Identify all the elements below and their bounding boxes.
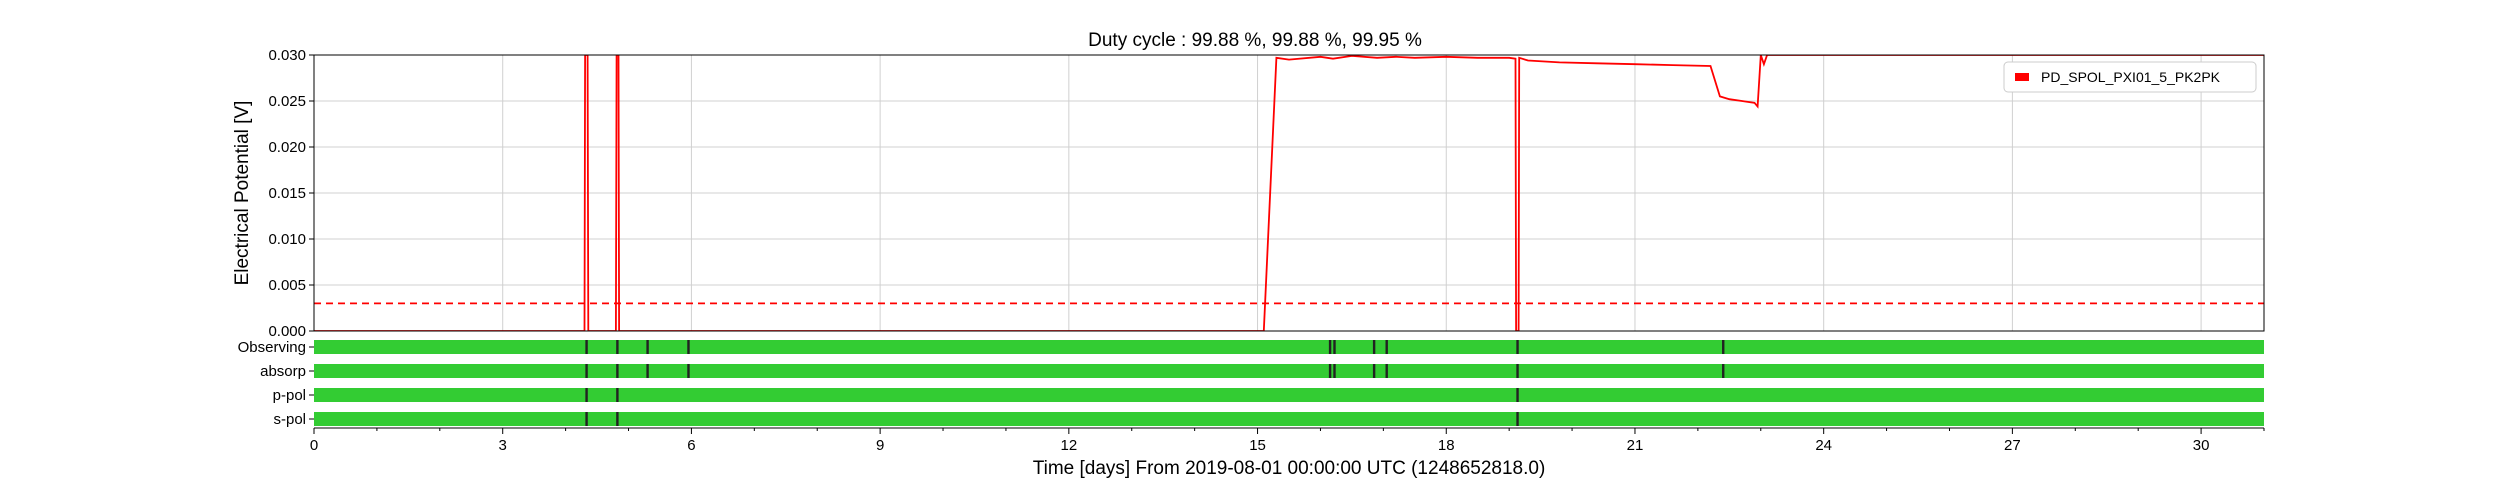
segment-gap bbox=[616, 388, 618, 402]
y-tick-label: 0.000 bbox=[268, 323, 306, 340]
segment-gap bbox=[1386, 364, 1388, 378]
segment-bar bbox=[314, 388, 2264, 402]
x-tick-label: 6 bbox=[687, 437, 695, 454]
y-axis-label: Electrical Potential [V] bbox=[232, 101, 253, 286]
segment-bar bbox=[314, 340, 2264, 354]
segment-gap bbox=[646, 340, 648, 354]
x-tick-label: 30 bbox=[2193, 437, 2210, 454]
segment-label: absorp bbox=[260, 363, 306, 380]
y-tick-label: 0.010 bbox=[268, 231, 306, 248]
segment-gap bbox=[616, 340, 618, 354]
segment-gap bbox=[1373, 340, 1375, 354]
segment-gap bbox=[616, 364, 618, 378]
segment-label: p-pol bbox=[273, 387, 306, 404]
segment-gap bbox=[585, 412, 587, 426]
grid bbox=[314, 55, 2264, 331]
segment-gap bbox=[1516, 364, 1518, 378]
legend: PD_SPOL_PXI01_5_PK2PK bbox=[2004, 62, 2256, 92]
x-tick-label: 9 bbox=[876, 437, 884, 454]
x-tick-label: 12 bbox=[1060, 437, 1077, 454]
y-axis-ticks: 0.000 0.005 0.010 0.015 0.020 0.025 0.030 bbox=[268, 47, 314, 340]
segment-gap bbox=[1722, 364, 1724, 378]
y-tick-label: 0.030 bbox=[268, 47, 306, 64]
y-tick-label: 0.005 bbox=[268, 277, 306, 294]
x-tick-label: 24 bbox=[1815, 437, 1832, 454]
segment-label: Observing bbox=[238, 339, 306, 356]
x-tick-label: 21 bbox=[1627, 437, 1644, 454]
x-tick-label: 15 bbox=[1249, 437, 1266, 454]
segment-bar bbox=[314, 364, 2264, 378]
y-tick-label: 0.015 bbox=[268, 185, 306, 202]
legend-swatch bbox=[2015, 73, 2029, 81]
segment-gap bbox=[585, 364, 587, 378]
segment-gap bbox=[1329, 340, 1331, 354]
segment-bar bbox=[314, 412, 2264, 426]
x-tick-label: 3 bbox=[499, 437, 507, 454]
x-axis-label: Time [days] From 2019-08-01 00:00:00 UTC… bbox=[1033, 458, 1546, 479]
segment-gap bbox=[1516, 340, 1518, 354]
segment-gap bbox=[1516, 412, 1518, 426]
segment-gap bbox=[585, 340, 587, 354]
legend-label: PD_SPOL_PXI01_5_PK2PK bbox=[2041, 69, 2221, 85]
segment-gap bbox=[1333, 364, 1335, 378]
segments-panel: Observing absorp p-pol s-pol bbox=[238, 339, 2264, 428]
x-axis-ticks: 0 3 6 9 12 15 18 21 24 27 30 bbox=[310, 428, 2264, 454]
y-tick-label: 0.020 bbox=[268, 139, 306, 156]
segment-gap bbox=[1386, 340, 1388, 354]
segment-gap bbox=[646, 364, 648, 378]
segment-gap bbox=[687, 364, 689, 378]
segment-label: s-pol bbox=[273, 411, 306, 428]
segment-gap bbox=[687, 340, 689, 354]
x-tick-label: 0 bbox=[310, 437, 318, 454]
x-tick-label: 18 bbox=[1438, 437, 1455, 454]
segment-gap bbox=[1373, 364, 1375, 378]
x-tick-label: 27 bbox=[2004, 437, 2021, 454]
segment-gap bbox=[1333, 340, 1335, 354]
segment-gap bbox=[1516, 388, 1518, 402]
y-tick-label: 0.025 bbox=[268, 93, 306, 110]
segment-gap bbox=[1722, 340, 1724, 354]
segment-gap bbox=[616, 412, 618, 426]
chart-title: Duty cycle : 99.88 %, 99.88 %, 99.95 % bbox=[1088, 30, 1422, 51]
segment-gap bbox=[1329, 364, 1331, 378]
segment-gap bbox=[585, 388, 587, 402]
